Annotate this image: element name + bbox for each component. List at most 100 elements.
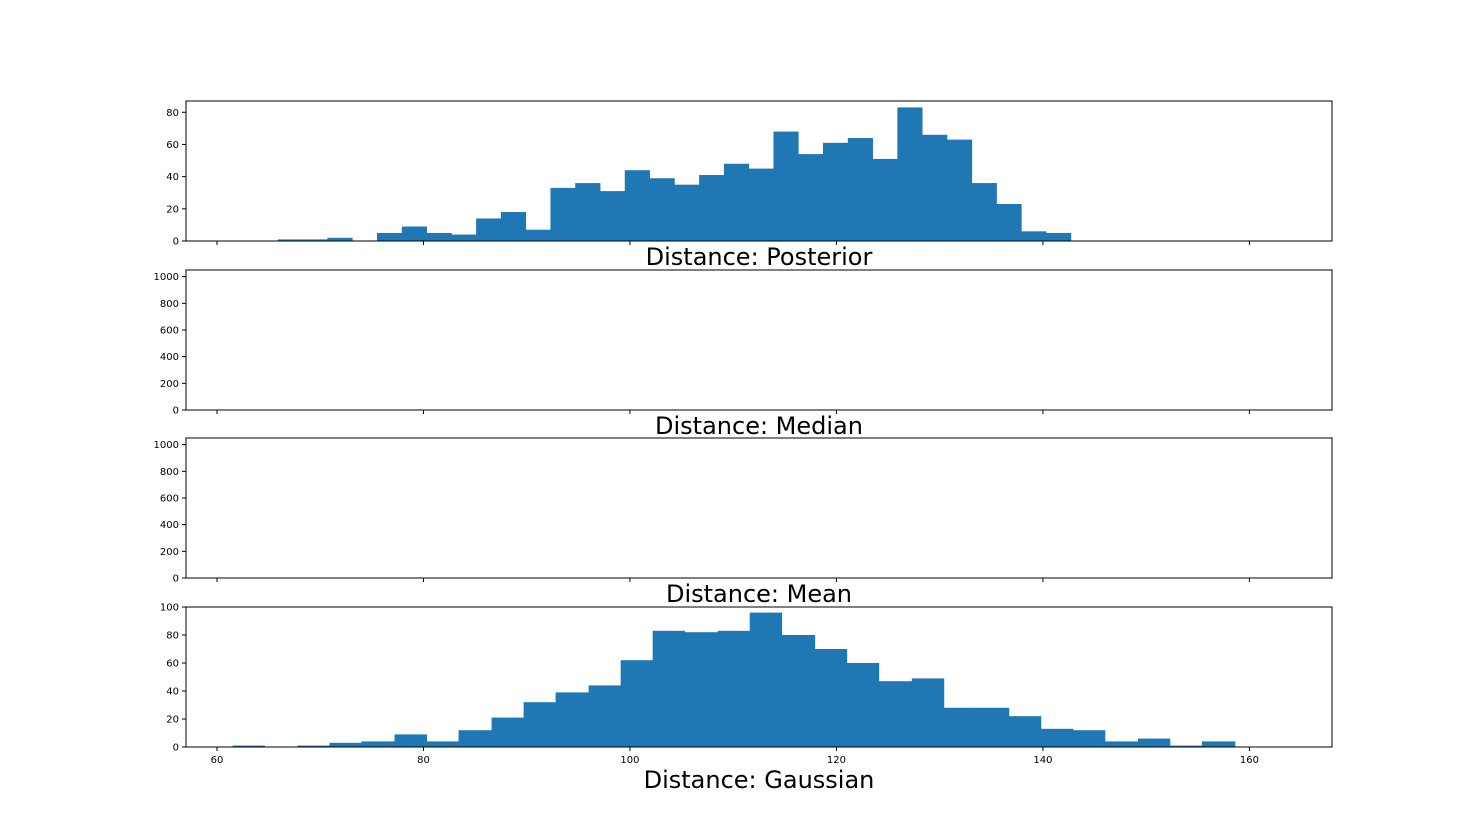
y-tick-label: 800 [160, 467, 179, 478]
axes-frame [185, 269, 1333, 411]
axes-frame [185, 100, 1333, 242]
histogram-bar [620, 660, 654, 747]
histogram-bar [588, 685, 622, 747]
histogram-bar [943, 707, 977, 747]
y-tick-label: 40 [166, 687, 179, 698]
histogram-bar [823, 142, 849, 241]
histogram-bar [996, 203, 1022, 241]
histogram-bar [911, 678, 945, 747]
histogram-bar [1040, 728, 1074, 747]
y-tick-label: 0 [173, 574, 179, 585]
y-tick-label: 0 [173, 237, 179, 248]
histogram-bar [897, 107, 923, 241]
x-tick-label: 60 [211, 755, 224, 766]
axes-frame [185, 606, 1333, 748]
histogram-bar [846, 663, 880, 747]
histogram-bar [971, 183, 997, 241]
y-tick-label: 600 [160, 326, 179, 337]
histogram-bar [1072, 730, 1106, 747]
panel-title: Distance: Gaussian [644, 766, 875, 794]
y-tick-label: 80 [166, 108, 179, 119]
histogram-bar [781, 635, 816, 747]
y-tick-label: 400 [160, 520, 179, 531]
histogram-bar [555, 692, 590, 747]
y-tick-label: 400 [160, 352, 179, 363]
histogram-bar [451, 234, 477, 241]
histogram-bar [550, 187, 576, 241]
histogram-bar [922, 134, 948, 241]
x-tick-label: 140 [1033, 755, 1052, 766]
histogram-bar [600, 191, 626, 241]
histogram-bar [329, 742, 362, 747]
histogram-bar [426, 232, 452, 241]
histogram-bar [476, 218, 502, 241]
histogram-bar [975, 707, 1010, 747]
histogram-bar [525, 229, 551, 241]
histogram-bar [798, 154, 824, 241]
subplot-4: 0 20 40 60 80 100 60 80 100 120 140 160 Distance: Ga… [160, 603, 1333, 794]
y-tick-label: 60 [166, 140, 179, 151]
y-tick-label: 100 [160, 603, 179, 614]
subplot-1: 0 20 40 60 80 Distance: Posterior [166, 100, 1333, 271]
histogram-bar [500, 212, 527, 241]
histogram-bar [394, 734, 427, 747]
histogram-bar [814, 649, 848, 747]
subplot-3: 0 200 400 600 800 1000 Distance: Mean [154, 437, 1333, 608]
histogram-bar [426, 741, 459, 747]
histogram-bar [232, 745, 265, 747]
histogram-bar [699, 175, 725, 241]
y-tick-label: 60 [166, 659, 179, 670]
x-tick-label: 100 [620, 755, 639, 766]
histogram-bar [377, 232, 403, 241]
histogram-bar [361, 741, 395, 747]
y-tick-label: 800 [160, 299, 179, 310]
histogram-bar [302, 239, 328, 241]
histogram-bars [232, 612, 1236, 747]
y-tick-label: 600 [160, 494, 179, 505]
histogram-bar [684, 632, 719, 747]
panel-title: Distance: Median [655, 412, 863, 440]
histogram-bar [649, 178, 675, 241]
histogram-bar [1008, 716, 1042, 747]
y-tick-label: 20 [166, 715, 179, 726]
y-tick-label: 0 [173, 406, 179, 417]
histogram-bar [491, 717, 525, 747]
histogram-bar [1021, 231, 1047, 241]
histogram-bar [575, 183, 601, 241]
y-tick-label: 200 [160, 379, 179, 390]
histogram-bar [401, 226, 427, 241]
y-tick-label: 80 [166, 631, 179, 642]
histogram-bars [277, 107, 1072, 241]
x-tick-label: 80 [417, 755, 430, 766]
histogram-bar [773, 131, 799, 241]
histogram-bar [723, 163, 750, 241]
histogram-bar [652, 630, 686, 747]
x-tick-label: 160 [1240, 755, 1259, 766]
y-tick-label: 40 [166, 172, 179, 183]
histogram-bar [523, 702, 557, 747]
axes-frame [185, 437, 1333, 579]
y-tick-label: 20 [166, 204, 179, 215]
subplot-2: 0 200 400 600 800 1000 Distance: Median [154, 269, 1333, 440]
y-tick-label: 0 [173, 743, 179, 754]
histogram-bar [277, 239, 304, 241]
histogram-bar [749, 612, 783, 747]
histogram-bar [847, 138, 873, 241]
histogram-bar [717, 630, 751, 747]
y-tick-label: 200 [160, 547, 179, 558]
histogram-bar [624, 170, 650, 241]
panel-title: Distance: Posterior [646, 243, 873, 271]
y-tick-label: 1000 [154, 440, 179, 451]
histogram-bar [458, 730, 492, 747]
histogram-bar [1201, 741, 1236, 747]
histogram-bar [946, 139, 973, 241]
histogram-bar [327, 237, 353, 241]
histogram-bar [1046, 232, 1072, 241]
histogram-bar [1104, 741, 1139, 747]
histogram-bar [872, 158, 898, 241]
x-tick-label: 120 [827, 755, 846, 766]
panel-title: Distance: Mean [666, 580, 852, 608]
histogram-bar [748, 168, 774, 241]
